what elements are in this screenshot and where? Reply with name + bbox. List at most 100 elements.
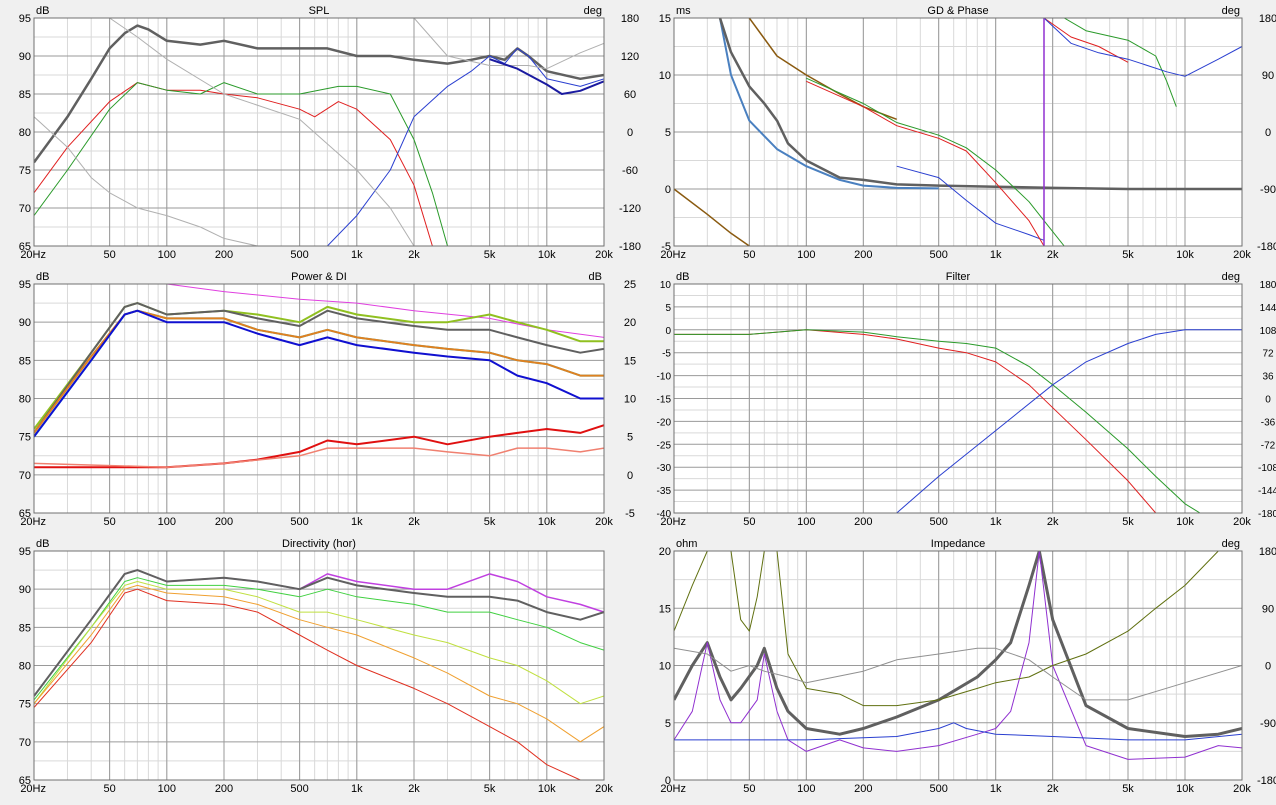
y-tick-label: 10: [660, 280, 672, 291]
y-tick-label: 0: [665, 184, 671, 196]
y-right-tick-label: 0: [627, 127, 633, 139]
x-tick-label: 1k: [351, 249, 363, 261]
plot-frame: [33, 17, 605, 247]
x-tick-label: 100: [797, 249, 815, 261]
y-right-tick-label: 15: [624, 355, 636, 367]
chart-title: Impedance: [931, 538, 985, 550]
x-tick-label: 1k: [990, 783, 1002, 795]
left-axis-unit: ms: [676, 5, 691, 17]
y-tick-label: 90: [19, 51, 31, 63]
chart-title: Filter: [946, 271, 971, 283]
right-axis-unit: deg: [584, 5, 602, 17]
x-tick-label: 10k: [1176, 249, 1194, 261]
right-axis-unit: deg: [1222, 271, 1240, 283]
y-right-tick-label: -180: [1257, 775, 1276, 787]
x-tick-label: 200: [215, 249, 233, 261]
x-tick-label: 2k: [1047, 516, 1059, 528]
y-tick-label: 95: [19, 546, 31, 558]
x-tick-label: 20k: [1233, 516, 1251, 528]
series-line-5: [776, 551, 1219, 707]
series-line-8: [1043, 18, 1129, 63]
x-tick-label: 10k: [1176, 783, 1194, 795]
x-tick-label: 2k: [408, 249, 420, 261]
x-tick-label: 5k: [484, 516, 496, 528]
y-right-tick-label: 108: [1260, 326, 1276, 337]
series-line-2: [34, 82, 448, 246]
panel-spl: SPL dB deg 65 70 75 80 85 90 95 -180 -120 -60 0 60 120 1…: [19, 5, 641, 261]
series-line-2: [896, 165, 1045, 241]
x-tick-label: 50: [103, 516, 115, 528]
plot-frame: [33, 550, 605, 781]
chart-title: GD & Phase: [927, 5, 988, 17]
x-tick-label: 20k: [595, 516, 613, 528]
y-tick-label: 75: [19, 699, 31, 711]
series-line-3: [674, 551, 708, 632]
series-line-4: [748, 18, 897, 121]
x-tick-label: 200: [215, 516, 233, 528]
y-tick-label: 75: [19, 165, 31, 177]
x-tick-label: 50: [103, 249, 115, 261]
y-tick-label: 95: [19, 13, 31, 25]
series-group: [34, 18, 604, 246]
series-line-2: [34, 577, 604, 701]
y-right-tick-label: -60: [622, 165, 638, 177]
plot-frame: [673, 283, 1243, 514]
x-tick-label: 20k: [595, 783, 613, 795]
x-tick-label: 20Hz: [660, 516, 686, 528]
series-line-0: [719, 18, 939, 190]
left-axis-unit: ohm: [676, 538, 697, 550]
left-axis-unit: dB: [36, 5, 49, 17]
y-tick-label: 70: [19, 470, 31, 482]
y-tick-label: -5: [661, 241, 671, 253]
panel-gd_phase: GD & Phase ms deg -5 0 5 10 15 -180 -90 0 90 180 20Hz…: [659, 5, 1276, 261]
y-tick-label: 15: [659, 13, 671, 25]
right-axis-unit: deg: [1222, 538, 1240, 550]
y-tick-label: -25: [657, 440, 672, 451]
series-line-1: [34, 82, 433, 246]
right-axis-unit: dB: [589, 271, 602, 283]
x-tick-label: 50: [743, 783, 755, 795]
y-tick-label: 85: [19, 622, 31, 634]
y-right-tick-label: -108: [1258, 463, 1276, 474]
x-tick-label: 10k: [538, 516, 556, 528]
x-tick-label: 5k: [1122, 249, 1134, 261]
y-right-tick-label: 180: [1259, 13, 1276, 25]
series-line-1: [674, 551, 1242, 760]
chart-title: Power & DI: [291, 271, 347, 283]
y-right-tick-label: -180: [619, 241, 641, 253]
x-tick-label: 20k: [1233, 249, 1251, 261]
y-tick-label: -35: [657, 486, 672, 497]
y-right-tick-label: 90: [1262, 70, 1274, 82]
series-line-7: [34, 447, 604, 468]
y-right-tick-label: -180: [1257, 241, 1276, 253]
x-tick-label: 200: [854, 249, 872, 261]
y-tick-label: 65: [19, 775, 31, 787]
y-tick-label: -15: [657, 395, 672, 406]
panel-filter: Filter dB deg -40 -35 -30 -25 -20 -15 -10 -5 0 5 10 -1…: [657, 271, 1276, 528]
x-tick-label: 20Hz: [660, 249, 686, 261]
series-line-1: [34, 569, 604, 697]
series-line-7: [489, 58, 604, 95]
series-line-6: [674, 647, 1242, 701]
series-group: [674, 329, 1242, 513]
series-line-5: [806, 80, 1045, 246]
y-tick-label: 65: [19, 508, 31, 520]
series-line-6: [413, 18, 604, 70]
x-tick-label: 5k: [1122, 783, 1134, 795]
y-tick-label: 15: [659, 603, 671, 615]
series-line-2: [34, 302, 604, 434]
y-right-tick-label: 10: [624, 394, 636, 406]
series-line-7: [1063, 18, 1177, 107]
x-tick-label: 100: [797, 783, 815, 795]
y-tick-label: 65: [19, 241, 31, 253]
x-tick-label: 20Hz: [20, 516, 46, 528]
x-tick-label: 5k: [1122, 516, 1134, 528]
y-right-tick-label: 60: [624, 89, 636, 101]
y-tick-label: 90: [19, 584, 31, 596]
series-line-0: [674, 551, 1242, 738]
series-group: [34, 569, 604, 780]
y-right-tick-label: -90: [1260, 184, 1276, 196]
y-right-tick-label: 0: [1265, 661, 1271, 673]
x-tick-label: 100: [158, 249, 176, 261]
y-right-tick-label: 72: [1262, 349, 1274, 360]
